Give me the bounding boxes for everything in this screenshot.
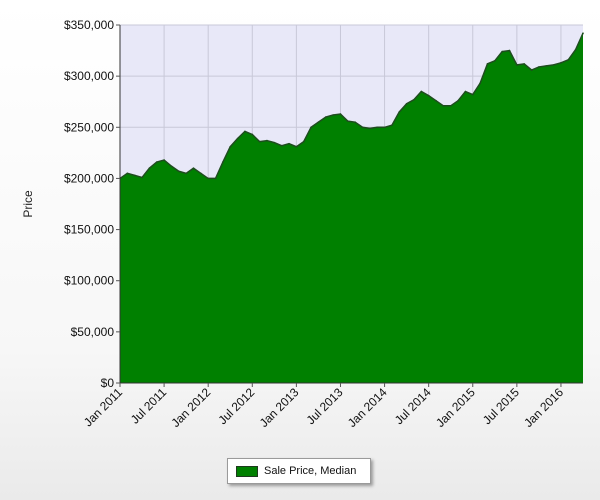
data-point bbox=[295, 145, 298, 148]
data-point bbox=[288, 142, 290, 145]
series-line-sale-price-median bbox=[119, 32, 584, 180]
data-point bbox=[413, 98, 415, 101]
data-point bbox=[280, 144, 283, 147]
y-tick-label: $150,000 bbox=[64, 223, 114, 237]
data-point bbox=[383, 126, 386, 129]
data-point bbox=[244, 130, 246, 133]
y-tick-label: $300,000 bbox=[64, 69, 114, 83]
x-tick-label: Jan 2015 bbox=[433, 385, 478, 430]
data-point bbox=[545, 65, 548, 67]
data-point bbox=[435, 99, 437, 102]
data-point bbox=[200, 172, 202, 175]
data-point bbox=[170, 165, 173, 167]
data-point bbox=[133, 174, 136, 177]
data-point bbox=[376, 126, 379, 129]
data-point bbox=[442, 105, 445, 107]
data-point bbox=[207, 177, 209, 180]
legend-label: Sale Price, Median bbox=[264, 465, 357, 477]
series-area-layer bbox=[119, 32, 584, 384]
data-point bbox=[266, 139, 268, 142]
data-point bbox=[361, 126, 364, 129]
data-point bbox=[317, 121, 320, 123]
data-point bbox=[229, 145, 232, 148]
y-tick-label: $100,000 bbox=[64, 274, 114, 288]
series-area-sale-price-median bbox=[120, 33, 583, 384]
x-tick-label: Jul 2011 bbox=[128, 385, 170, 427]
data-point bbox=[214, 177, 217, 180]
data-point bbox=[251, 133, 254, 136]
data-point bbox=[163, 159, 165, 161]
x-tick-label: Jul 2012 bbox=[215, 385, 257, 427]
data-point bbox=[494, 60, 496, 62]
data-point bbox=[141, 176, 143, 179]
data-point bbox=[457, 99, 459, 102]
data-point bbox=[405, 102, 408, 105]
data-point bbox=[192, 167, 195, 169]
data-point bbox=[552, 64, 555, 66]
y-tick-label: $0 bbox=[101, 376, 115, 390]
legend: Sale Price, Median bbox=[227, 458, 371, 484]
data-point bbox=[574, 48, 577, 51]
y-tick-label: $350,000 bbox=[64, 18, 114, 32]
data-point bbox=[508, 49, 511, 52]
data-point bbox=[236, 137, 239, 140]
data-point bbox=[222, 161, 224, 163]
x-tick-label: Jul 2015 bbox=[480, 385, 522, 427]
data-point bbox=[391, 124, 393, 127]
data-point bbox=[332, 114, 334, 116]
data-point bbox=[177, 170, 180, 173]
data-point bbox=[567, 58, 570, 61]
x-tick-label: Jan 2013 bbox=[257, 385, 302, 430]
data-point bbox=[479, 82, 481, 85]
data-point bbox=[530, 69, 533, 71]
data-point bbox=[464, 90, 467, 93]
y-axis-title: Price bbox=[21, 190, 35, 218]
legend-swatch bbox=[236, 465, 258, 477]
data-point bbox=[324, 116, 327, 118]
data-point bbox=[148, 167, 151, 169]
data-point bbox=[155, 161, 158, 163]
x-tick-label: Jul 2014 bbox=[392, 385, 434, 427]
x-tick-labels: Jan 2011 Jul 2011 Jan 2012 Jul 2012 Jan 2013… bbox=[81, 383, 566, 430]
data-point bbox=[538, 66, 540, 68]
y-tick-label: $200,000 bbox=[64, 171, 114, 185]
x-tick-label: Jan 2014 bbox=[345, 385, 390, 430]
x-tick-label: Jan 2012 bbox=[168, 385, 213, 430]
data-point bbox=[185, 172, 187, 175]
data-point bbox=[126, 172, 129, 175]
x-tick-label: Jan 2016 bbox=[521, 385, 566, 430]
data-point bbox=[560, 62, 562, 64]
y-tick-label: $250,000 bbox=[64, 120, 114, 134]
data-point bbox=[310, 126, 312, 129]
data-point bbox=[273, 141, 276, 144]
data-point bbox=[516, 64, 518, 66]
data-point bbox=[339, 113, 342, 115]
data-point bbox=[258, 140, 261, 143]
data-point bbox=[486, 63, 489, 65]
data-point bbox=[449, 105, 452, 107]
data-point bbox=[582, 32, 584, 34]
x-tick-label: Jan 2011 bbox=[81, 385, 125, 429]
x-tick-label: Jul 2013 bbox=[304, 385, 346, 427]
data-point bbox=[354, 121, 356, 123]
data-point bbox=[302, 140, 305, 143]
y-tick-label: $50,000 bbox=[71, 325, 115, 339]
axes bbox=[119, 25, 583, 384]
data-point bbox=[347, 120, 349, 122]
data-point bbox=[501, 50, 503, 53]
data-point bbox=[523, 63, 526, 65]
data-point bbox=[471, 93, 474, 96]
data-point bbox=[369, 127, 371, 130]
y-tick-labels: $0 $50,000 $100,000 $150,000 $200,000 $250,00… bbox=[64, 18, 120, 390]
data-point bbox=[398, 111, 401, 113]
data-point bbox=[420, 90, 423, 93]
data-point bbox=[427, 94, 430, 97]
